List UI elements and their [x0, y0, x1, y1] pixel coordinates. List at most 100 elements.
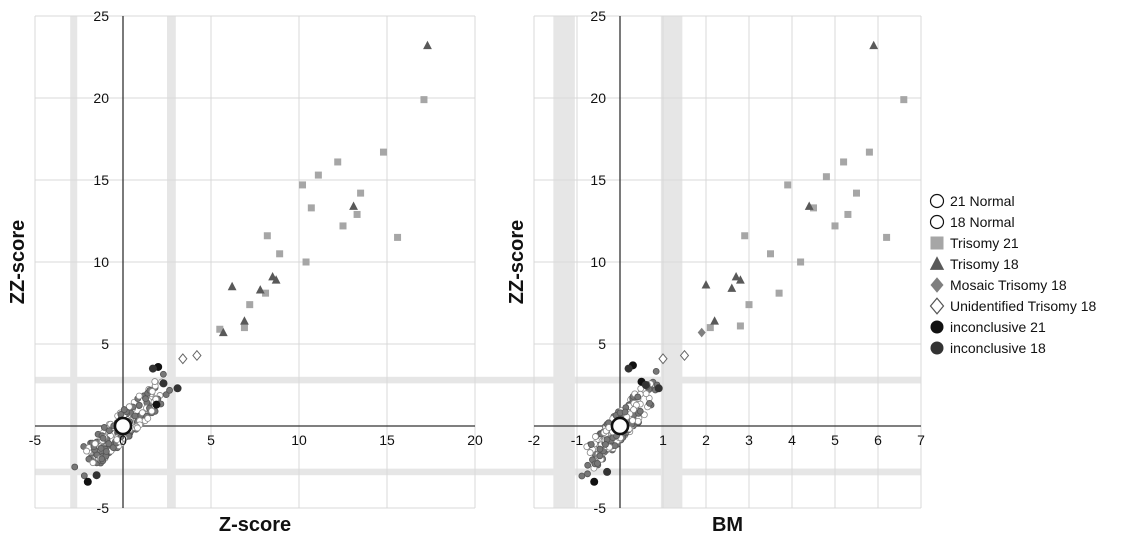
y-tick-label: -5 — [97, 500, 110, 516]
normal-sample-point — [113, 436, 121, 444]
normal-sample-point — [602, 441, 609, 448]
data-point — [831, 222, 839, 230]
data-point — [263, 232, 271, 240]
data-point — [299, 181, 307, 189]
x-tick-label: 5 — [831, 432, 839, 448]
data-point — [900, 96, 908, 104]
data-point — [178, 353, 188, 365]
series-mosaic-trisomy-18 — [697, 327, 706, 338]
series-unidentified-trisomy-18 — [178, 349, 202, 365]
series-trisomy-21 — [216, 96, 428, 333]
data-point — [159, 379, 168, 388]
normal-sample-point — [105, 440, 113, 447]
series-18-normal — [610, 416, 630, 436]
normal-sample-point — [135, 392, 143, 400]
legend-label: inconclusive 21 — [950, 318, 1046, 335]
legend-marker-icon — [930, 320, 944, 333]
data-point — [641, 381, 650, 389]
data-point — [307, 204, 315, 212]
normal-sample-point — [80, 472, 88, 480]
y-axis-title: ZZ-score — [7, 220, 29, 304]
normal-sample-point — [139, 409, 146, 417]
data-point — [797, 258, 805, 266]
legend-marker-icon — [929, 214, 945, 229]
x-tick-label: 1 — [659, 432, 667, 448]
series-unidentified-trisomy-18 — [658, 349, 690, 365]
normal-sample-point — [102, 448, 110, 455]
y-tick-label: -5 — [594, 500, 607, 516]
data-point — [840, 158, 848, 166]
data-point — [710, 316, 719, 325]
data-point — [822, 173, 830, 181]
legend-label: 18 Normal — [950, 213, 1015, 230]
data-point — [339, 222, 347, 230]
data-point — [216, 325, 224, 333]
legend-item: 18 Normal — [928, 211, 1133, 232]
data-point — [246, 301, 254, 309]
data-point — [148, 364, 157, 373]
legend-label: Unidentified Trisomy 18 — [950, 297, 1097, 314]
x-tick-label: 20 — [467, 432, 483, 448]
data-point — [865, 148, 873, 156]
x-tick-label: 15 — [379, 432, 395, 448]
normal-sample-point — [120, 406, 128, 413]
x-tick-label: 0 — [119, 432, 127, 448]
y-tick-label: 10 — [590, 254, 606, 270]
legend-marker-icon — [930, 276, 944, 293]
data-point — [883, 233, 891, 241]
normal-sample-point — [142, 395, 149, 403]
data-point — [255, 285, 265, 294]
y-tick-label: 25 — [93, 8, 109, 24]
legend-marker-icon — [929, 296, 945, 315]
y-tick-label: 10 — [93, 254, 109, 270]
normal-sample-point — [71, 463, 79, 471]
data-point — [83, 477, 92, 486]
normal-sample-point — [148, 407, 156, 415]
y-axis-title: ZZ-score — [506, 220, 528, 304]
normal-sample-point — [166, 386, 173, 394]
data-point — [804, 201, 814, 210]
data-point — [731, 271, 741, 281]
data-point — [302, 258, 310, 266]
normal-sample-point — [91, 440, 99, 448]
shaded-band-y — [35, 468, 921, 476]
normal-sample-point — [125, 403, 133, 411]
x-tick-label: 2 — [702, 432, 710, 448]
legend-marker — [930, 276, 944, 293]
data-point — [603, 467, 612, 476]
shaded-band-y — [534, 376, 921, 384]
normal-sample-point — [144, 414, 152, 422]
legend-item: inconclusive 21 — [928, 316, 1133, 337]
x-tick-label: 6 — [874, 432, 882, 448]
data-point — [92, 471, 101, 480]
data-point — [379, 148, 387, 156]
normal-sample-point — [629, 417, 636, 424]
normal-sample-point — [630, 406, 637, 414]
y-tick-label: 5 — [598, 336, 606, 352]
data-point — [113, 416, 133, 436]
series-18-normal — [113, 416, 133, 436]
legend-marker — [929, 296, 945, 315]
data-point — [745, 301, 753, 309]
legend-marker-icon — [929, 255, 945, 270]
legend-marker — [929, 255, 945, 270]
data-point — [736, 275, 745, 284]
normal-sample-point — [98, 455, 106, 463]
normal-sample-point — [100, 424, 108, 431]
normal-sample-point — [634, 393, 642, 401]
data-point — [610, 416, 630, 436]
data-point — [276, 250, 284, 258]
y-tick-label: 15 — [93, 172, 109, 188]
data-point — [701, 280, 711, 289]
data-point — [727, 283, 737, 292]
normal-sample-point — [592, 433, 599, 440]
normal-sample-point — [611, 442, 619, 450]
legend-label: 21 Normal — [950, 192, 1015, 209]
data-point — [590, 477, 599, 486]
data-point — [262, 289, 270, 297]
legend-label: Trisomy 21 — [950, 234, 1019, 251]
x-tick-label: -1 — [571, 432, 584, 448]
normal-sample-point — [159, 370, 167, 378]
